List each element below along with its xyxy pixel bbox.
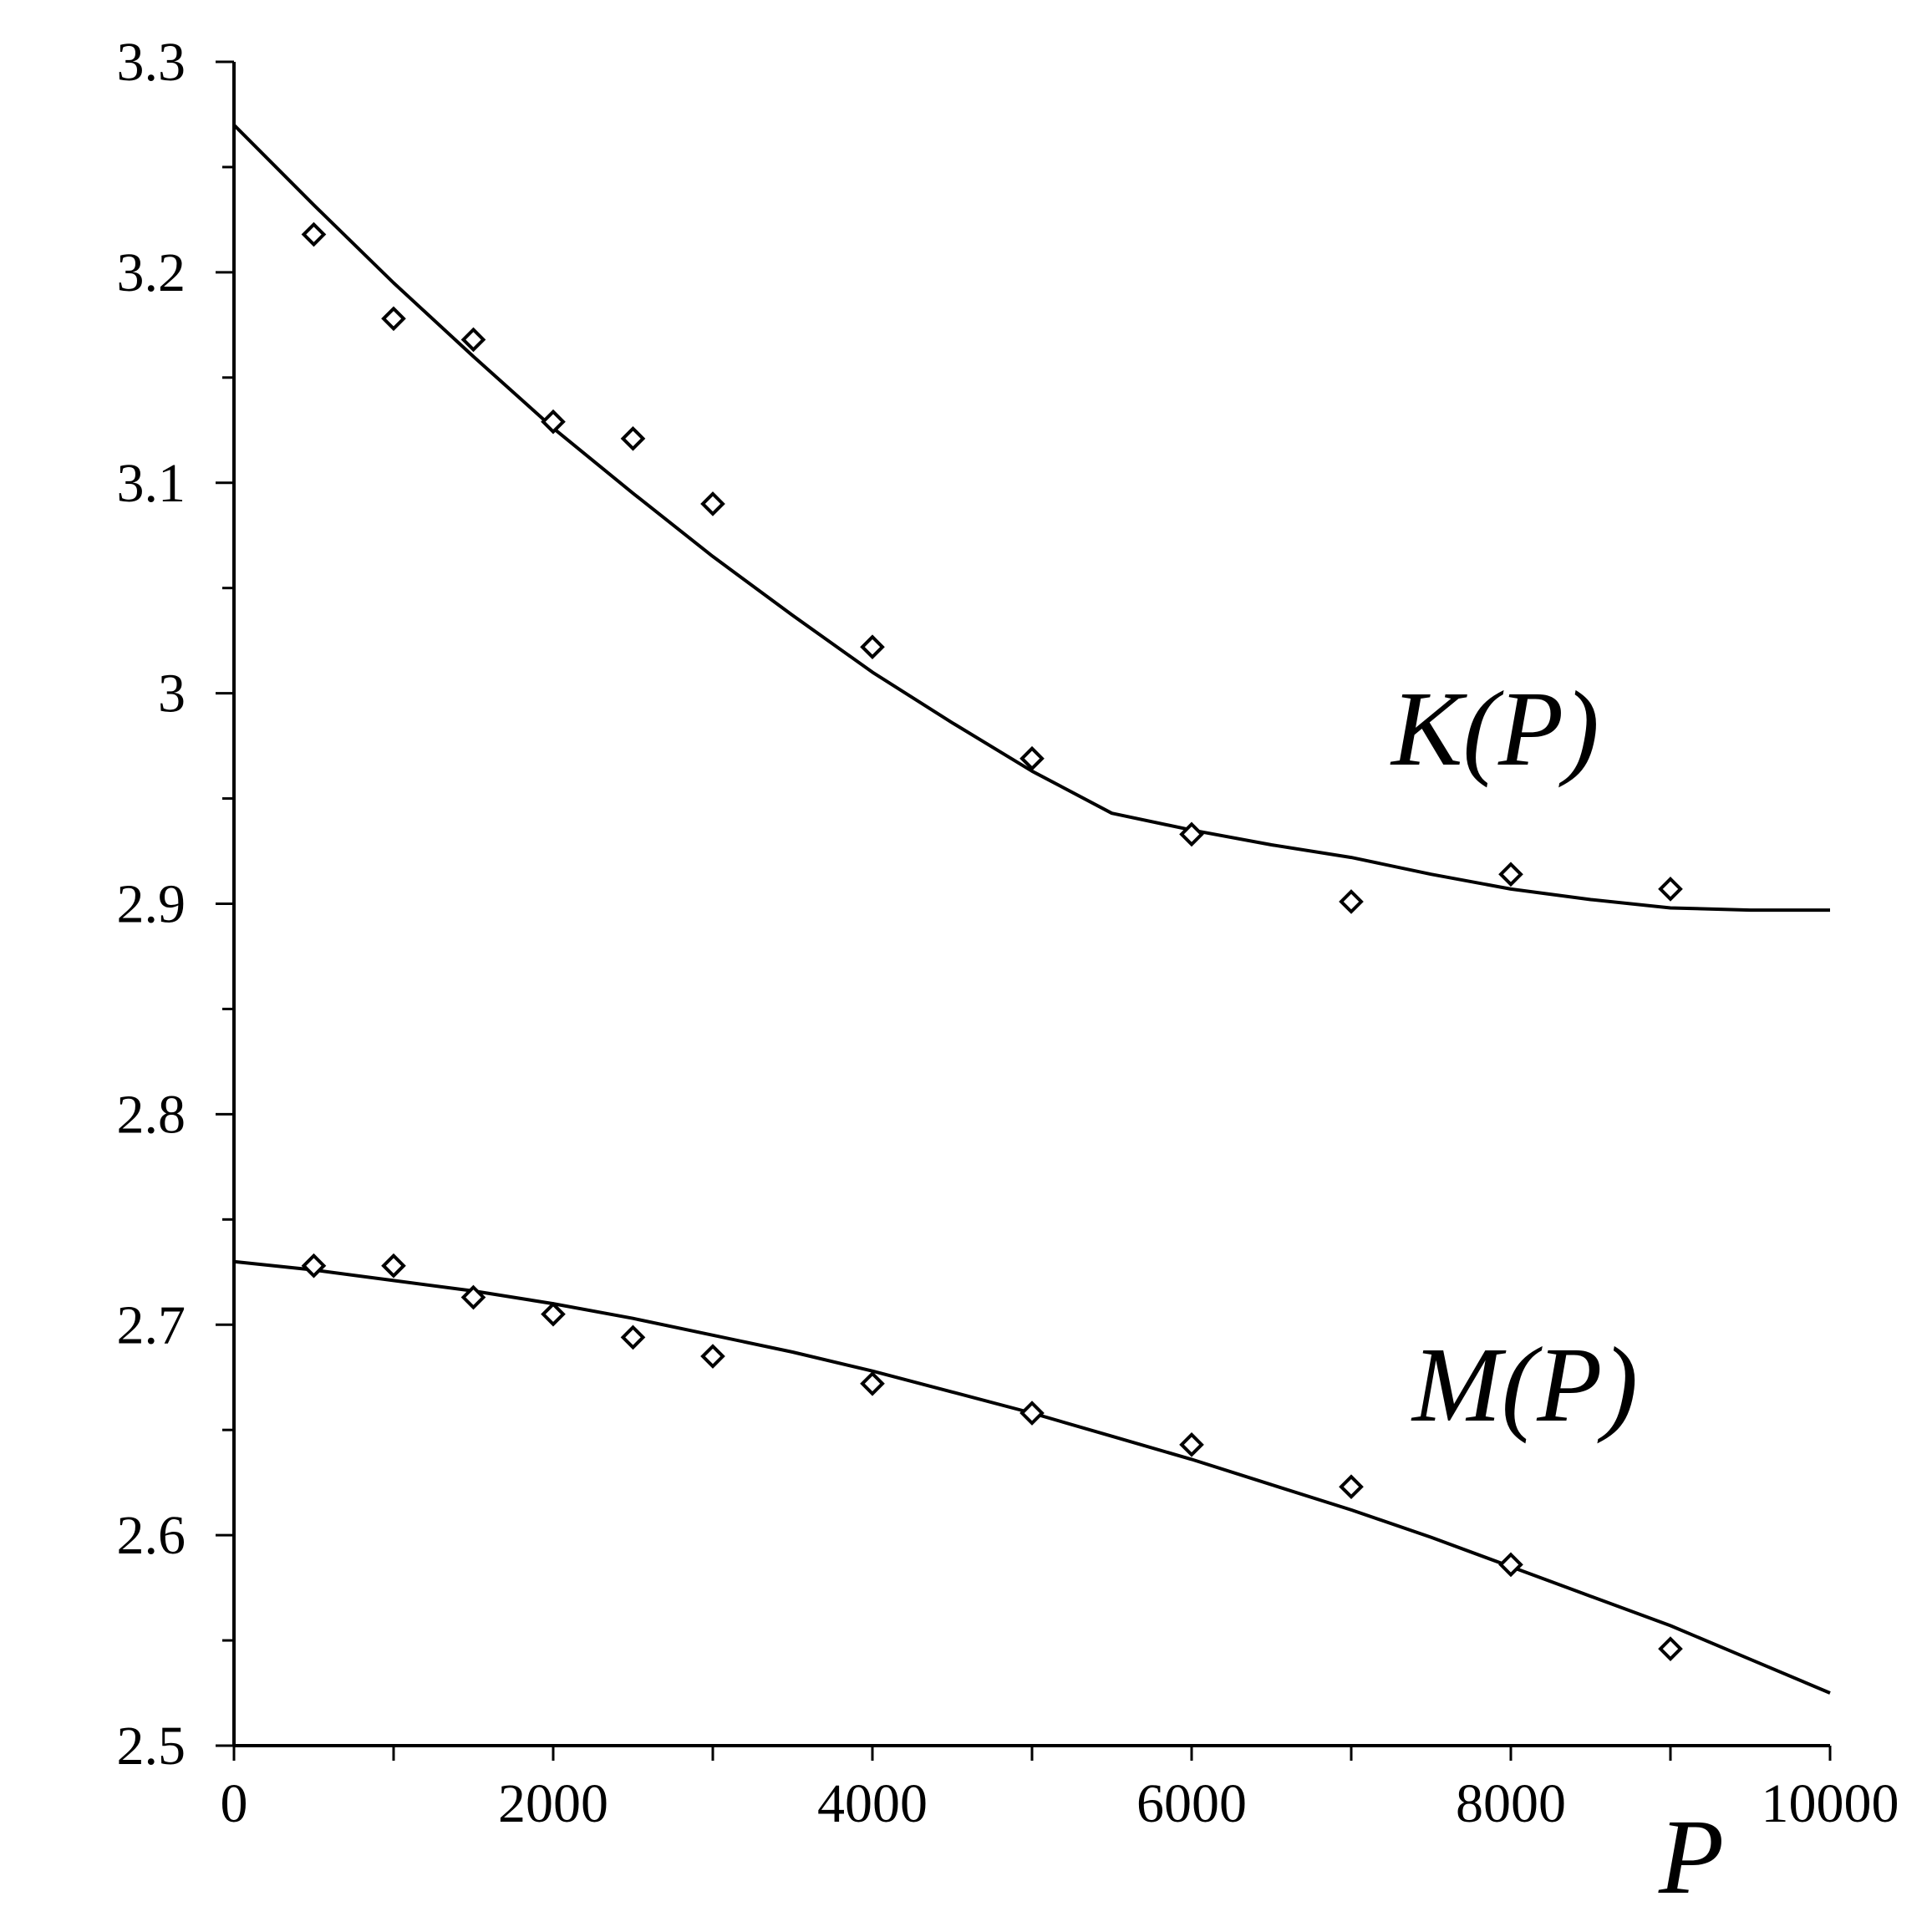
data-point-k <box>541 409 566 435</box>
data-point-m <box>700 1344 725 1369</box>
x-tick-label: 8000 <box>1456 1773 1566 1834</box>
series-label-k: K(P) <box>1390 669 1599 788</box>
x-tick-label: 6000 <box>1136 1773 1247 1834</box>
data-point-m <box>301 1253 327 1279</box>
data-point-k <box>620 426 646 451</box>
y-tick-label: 2.9 <box>117 874 186 935</box>
fit-curve-k <box>232 124 1830 913</box>
y-tick-label: 3.2 <box>117 242 186 303</box>
y-tick-label: 3 <box>158 663 186 724</box>
data-point-k <box>1658 877 1683 902</box>
data-point-k <box>460 327 486 353</box>
data-point-m <box>1019 1401 1045 1426</box>
data-point-k <box>1019 745 1045 771</box>
data-point-k <box>1179 821 1204 847</box>
data-point-m <box>860 1370 885 1396</box>
data-point-m <box>620 1324 646 1350</box>
data-point-m <box>1658 1636 1683 1661</box>
series-layer <box>232 124 1831 1695</box>
data-point-m <box>1339 1474 1364 1500</box>
x-tick-group: 0 2000 4000 6000 8000 10000 <box>221 1746 1899 1834</box>
data-point-k <box>381 306 406 332</box>
data-point-m <box>460 1284 486 1310</box>
data-point-m <box>381 1253 406 1279</box>
x-axis-title: P <box>1658 1797 1724 1916</box>
data-point-m <box>541 1301 566 1327</box>
y-tick-group: 2.5 2.6 2.7 2.8 2.9 3 3.1 3.2 3.3 <box>117 32 234 1777</box>
x-tick-label: 4000 <box>817 1773 928 1834</box>
y-tick-label: 2.8 <box>117 1084 186 1145</box>
y-axis: 2.5 2.6 2.7 2.8 2.9 3 3.1 3.2 3.3 <box>117 32 236 1777</box>
data-point-k <box>860 634 885 660</box>
data-point-k <box>700 491 725 516</box>
y-tick-label: 2.6 <box>117 1505 186 1566</box>
x-axis: 0 2000 4000 6000 8000 10000 P <box>221 1744 1899 1916</box>
x-tick-label: 2000 <box>498 1773 608 1834</box>
data-point-m <box>1498 1552 1523 1578</box>
data-point-k <box>1339 889 1364 914</box>
data-point-m <box>1179 1431 1204 1457</box>
x-tick-label: 0 <box>221 1773 248 1834</box>
x-tick-label: 10000 <box>1762 1773 1899 1834</box>
y-tick-label: 3.1 <box>117 453 186 514</box>
y-tick-label: 3.3 <box>117 32 186 93</box>
data-point-k <box>301 221 327 247</box>
y-tick-label: 2.5 <box>117 1716 186 1777</box>
y-tick-label: 2.7 <box>117 1294 186 1355</box>
data-point-k <box>1498 862 1523 887</box>
series-label-m: M(P) <box>1411 1325 1638 1444</box>
